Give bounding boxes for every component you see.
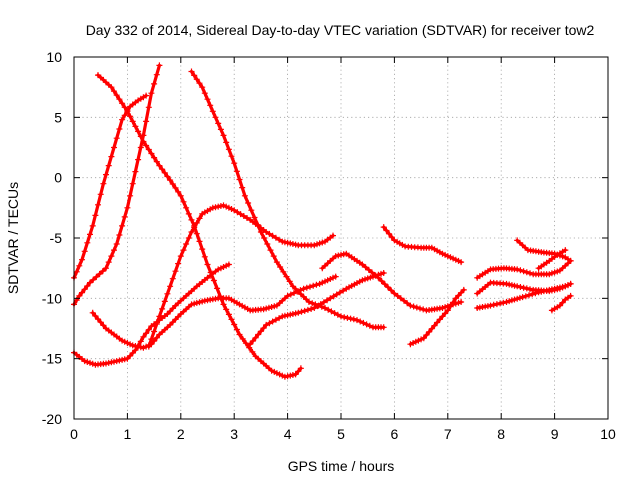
x-tick-label: 8 — [497, 426, 505, 442]
series-track-17 — [548, 292, 574, 314]
series-markers — [535, 247, 569, 272]
series-line — [96, 73, 303, 379]
y-tick-label: -5 — [50, 230, 63, 246]
series-markers — [380, 224, 465, 266]
y-tick-label: -20 — [42, 411, 62, 427]
series-line — [72, 63, 161, 306]
series-markers — [548, 292, 574, 314]
y-tick-label: -15 — [42, 351, 62, 367]
series-markers — [474, 257, 574, 281]
series-track-8 — [247, 270, 387, 348]
y-tick-label: 5 — [54, 109, 62, 125]
y-tick-label: 10 — [46, 49, 62, 65]
series-markers — [407, 286, 467, 348]
x-tick-label: 5 — [337, 426, 345, 442]
series-track-5 — [89, 273, 339, 351]
series-markers — [145, 202, 336, 350]
x-tick-label: 1 — [124, 426, 132, 442]
x-tick-label: 9 — [551, 426, 559, 442]
x-tick-label: 3 — [230, 426, 238, 442]
series-track-2 — [71, 92, 150, 281]
x-tick-label: 2 — [177, 426, 185, 442]
series-track-13 — [474, 279, 574, 297]
x-tick-label: 6 — [391, 426, 399, 442]
x-tick-label: 4 — [284, 426, 292, 442]
series-markers — [474, 279, 574, 297]
series-line — [320, 252, 463, 312]
series-track-9 — [319, 250, 465, 314]
series-track-14 — [474, 257, 574, 281]
series-track-11 — [407, 286, 467, 348]
x-axis-label: GPS time / hours — [288, 458, 395, 474]
series-markers — [247, 270, 387, 348]
series-track-16 — [535, 247, 569, 272]
series-track-6 — [145, 202, 336, 350]
x-tick-label: 7 — [444, 426, 452, 442]
series-track-10 — [380, 224, 465, 266]
y-axis-label: SDTVAR / TECUs — [5, 182, 21, 294]
series-track-3 — [95, 72, 304, 380]
chart-title: Day 332 of 2014, Sidereal Day-to-day VTE… — [86, 22, 595, 38]
axis-ticks: 0 1 2 3 4 5 6 7 8 9 10 -20 -15 -10 -5 0 5 10 — [42, 49, 616, 442]
y-tick-label: -10 — [42, 290, 62, 306]
y-tick-label: 0 — [54, 170, 62, 186]
series-markers — [95, 72, 304, 380]
series-line — [147, 203, 335, 349]
x-tick-label: 10 — [600, 426, 616, 442]
x-tick-label: 0 — [70, 426, 78, 442]
data-series — [71, 62, 574, 380]
grid — [74, 57, 608, 419]
series-markers — [319, 250, 465, 314]
